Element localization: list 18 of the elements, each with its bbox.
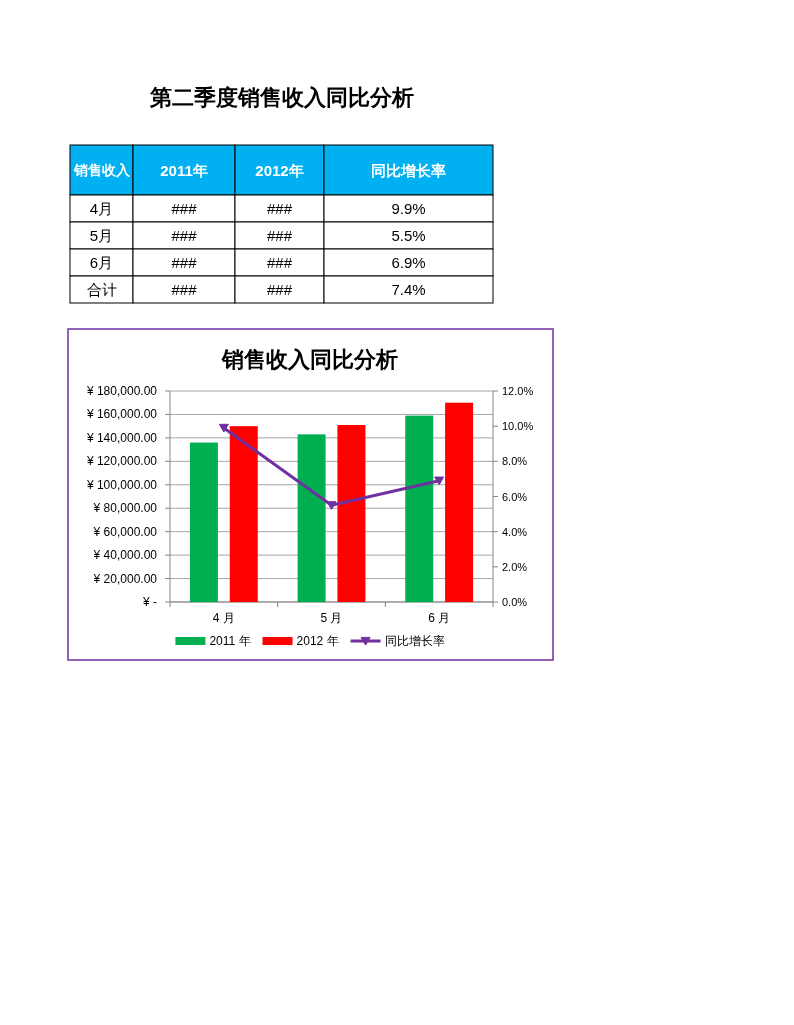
cell: 4月	[89, 200, 114, 217]
cell: 9.9%	[391, 200, 426, 217]
cell: ###	[267, 200, 292, 217]
cell: ###	[267, 227, 292, 244]
cell: ###	[171, 227, 197, 244]
title: 第二季度销售收入同比分析	[150, 84, 414, 110]
cell: 6月	[89, 254, 114, 271]
cell: 5月	[89, 227, 114, 244]
cell: 6.9%	[391, 254, 426, 271]
cell: ###	[267, 281, 292, 298]
cell: 合计	[86, 281, 117, 298]
cell: ###	[171, 200, 197, 217]
cell: 7.4%	[391, 281, 426, 298]
cell: ###	[171, 281, 197, 298]
cell: ###	[171, 254, 197, 271]
title: 销售收入同比分析	[222, 346, 398, 372]
cell: ###	[267, 254, 292, 271]
cell: 5.5%	[391, 227, 426, 244]
